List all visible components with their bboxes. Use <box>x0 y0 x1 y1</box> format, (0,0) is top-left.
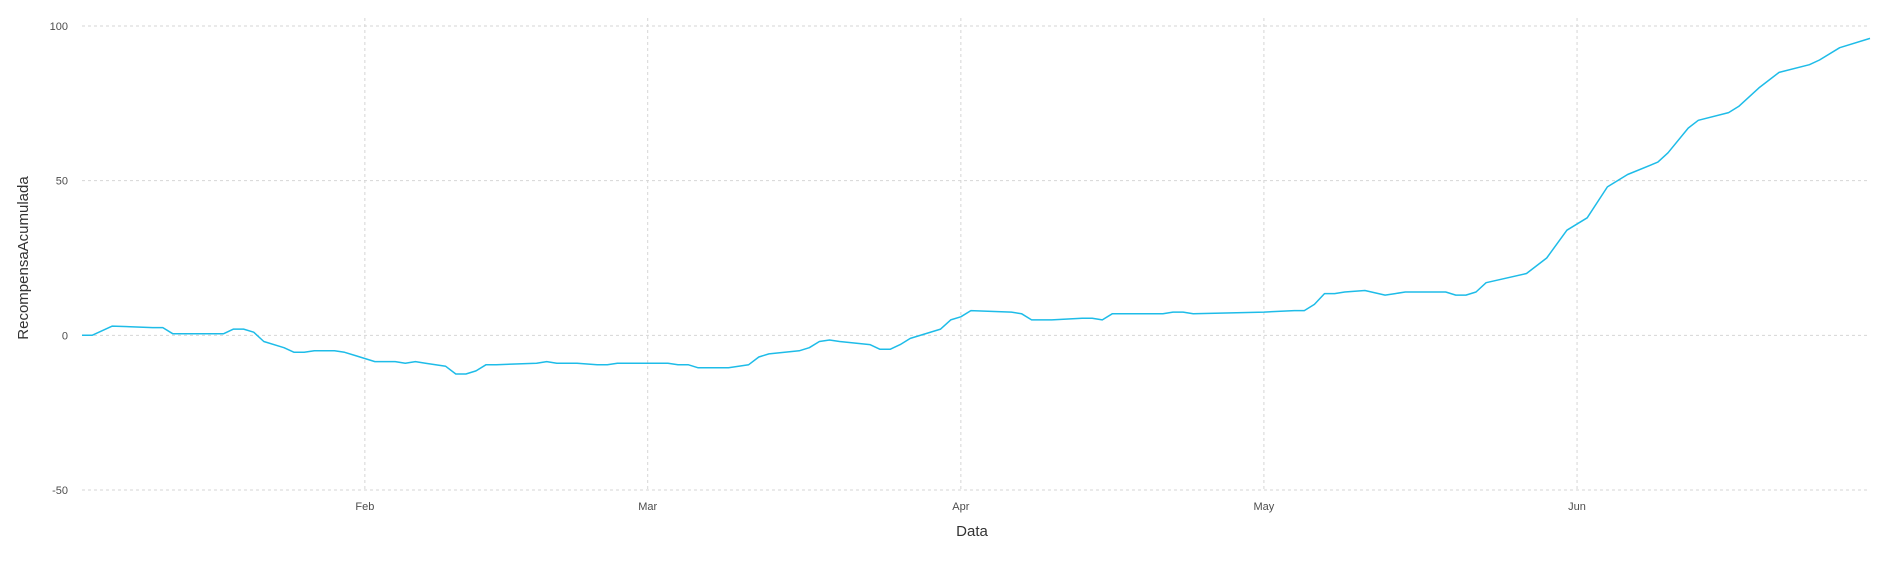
series-layer <box>82 37 1871 375</box>
series-line <box>82 37 1871 375</box>
x-axis-ticks: Feb Mar Apr May Jun <box>355 501 1586 513</box>
y-axis-ticks: -50 0 50 100 <box>50 21 68 497</box>
x-tick-label: Apr <box>952 501 969 513</box>
y-axis-title: RecompensaAcumulada <box>15 176 32 340</box>
y-tick-label: -50 <box>52 485 68 497</box>
y-tick-label: 100 <box>50 21 68 33</box>
x-tick-label: Jun <box>1568 501 1586 513</box>
x-axis-title: Data <box>956 523 988 540</box>
x-tick-label: Feb <box>355 501 374 513</box>
x-tick-label: May <box>1254 501 1275 513</box>
grid <box>82 18 1870 491</box>
y-tick-label: 50 <box>56 176 68 188</box>
x-tick-label: Mar <box>638 501 657 513</box>
y-tick-label: 0 <box>62 330 68 342</box>
